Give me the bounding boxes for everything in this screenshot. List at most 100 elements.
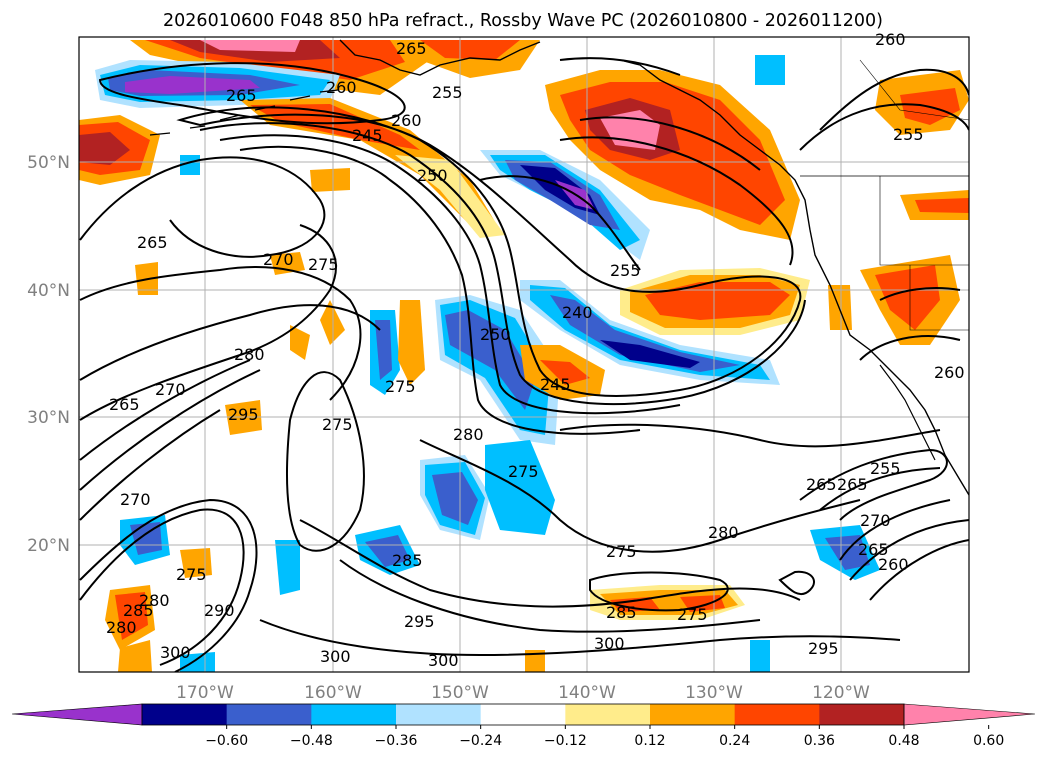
contour-label: 265: [837, 475, 868, 494]
contour-label: 275: [677, 605, 708, 624]
positive-anomaly-region: [180, 548, 212, 578]
positive-anomaly-region: [395, 155, 505, 238]
colorbar-tick-label: −0.12: [544, 733, 587, 749]
contour-line: [419, 439, 861, 553]
colorbar-ticks: −0.60 −0.48 −0.36 −0.24 −0.12 0.12 0.24 0.36 0.4…: [205, 725, 1004, 749]
contour-line: [79, 156, 326, 258]
contour-line: [559, 423, 941, 448]
colorbar-tick-label: −0.36: [375, 733, 418, 749]
contour-label: 300: [594, 634, 625, 653]
contour-line: [799, 103, 969, 151]
positive-anomaly-region: [610, 597, 660, 612]
contour-label: 300: [320, 647, 351, 666]
positive-anomaly-region: [420, 40, 520, 60]
refractivity-contours: [79, 57, 969, 672]
alaska-coastline: [339, 39, 541, 76]
contour-line: [559, 136, 794, 266]
contour-line: [778, 570, 815, 596]
contour-label: 280: [106, 618, 137, 637]
contour-line: [869, 539, 969, 601]
contour-label: 275: [308, 255, 339, 274]
contour-label: 260: [391, 111, 422, 130]
contour-line: [559, 57, 681, 76]
negative-anomaly-region: [365, 535, 410, 567]
positive-anomaly-region: [540, 360, 590, 385]
contour-label: 295: [808, 639, 839, 658]
negative-anomaly-region: [755, 55, 785, 85]
contour-line: [299, 519, 801, 608]
contour-label: 285: [606, 603, 637, 622]
positive-anomaly-region: [115, 592, 148, 640]
colorbar-extend-low: [11, 703, 143, 726]
positive-anomaly-region: [118, 640, 152, 672]
positive-anomaly-region: [645, 282, 790, 320]
contour-label: 280: [708, 523, 739, 542]
negative-anomaly-region: [750, 640, 770, 672]
contour-label: 285: [123, 601, 154, 620]
negative-anomaly-region: [600, 340, 700, 368]
colorbar-cell: [226, 704, 312, 725]
map-frame: [78, 36, 970, 673]
contour-line: [479, 175, 641, 271]
colorbar-tick-label: −0.24: [459, 733, 502, 749]
contour-label: 270: [155, 380, 186, 399]
baja-coastline: [879, 364, 936, 461]
lon-axis-labels: 170°W 160°W 150°W 140°W 130°W 120°W: [176, 683, 870, 703]
colorbar-cell: [142, 704, 228, 725]
contour-label: 270: [263, 250, 294, 269]
contour-label: 260: [934, 363, 965, 382]
colorbar-tick-label: 0.12: [634, 733, 665, 749]
colorbar-cell: [734, 704, 820, 725]
contour-label: 275: [176, 565, 207, 584]
colorbar-tick-label: −0.48: [290, 733, 333, 749]
contour-label: 300: [428, 651, 459, 670]
colorbar-cell: [819, 704, 905, 725]
contour-label: 300: [160, 643, 191, 662]
positive-anomaly-region: [875, 265, 940, 330]
contour-line: [79, 359, 251, 461]
contour-line: [79, 266, 362, 401]
contour-line: [79, 369, 261, 491]
lat-label: 20°N: [27, 536, 70, 556]
shaded-field: [79, 40, 969, 672]
contour-label: 245: [352, 126, 383, 145]
map-panel: 265 260 255 260 265 245 260 250 255 265 …: [27, 30, 970, 703]
contour-line: [79, 498, 258, 672]
contour-line: [799, 448, 948, 521]
lon-label: 120°W: [812, 683, 870, 703]
contour-label: 265: [109, 395, 140, 414]
contour-line: [849, 519, 969, 581]
positive-anomaly-region: [290, 325, 310, 360]
contour-line: [239, 145, 641, 435]
negative-anomaly-region: [180, 155, 200, 175]
contour-label: 275: [508, 462, 539, 481]
contour-labels: 265 260 255 260 265 245 260 250 255 265 …: [106, 30, 965, 670]
contour-line: [819, 68, 969, 131]
contour-label: 255: [610, 261, 641, 280]
contour-line: [579, 116, 761, 171]
positive-anomaly-region: [310, 168, 350, 192]
contour-line: [286, 371, 365, 552]
colorbar-tick-label: 0.48: [888, 733, 919, 749]
negative-anomaly-region: [530, 285, 770, 380]
negative-anomaly-region: [275, 540, 300, 595]
contour-line: [339, 559, 761, 633]
negative-anomaly-region: [485, 440, 555, 535]
contour-label: 290: [204, 601, 235, 620]
contour-line: [79, 224, 337, 421]
contour-line: [259, 619, 901, 657]
contour-label: 255: [432, 83, 463, 102]
contour-line: [879, 287, 961, 301]
contour-label: 275: [606, 542, 637, 561]
colorbar-cell: [650, 704, 736, 725]
contour-label: 265: [226, 86, 257, 105]
colorbar-tick-label: 0.60: [973, 733, 1004, 749]
contour-label: 280: [453, 425, 484, 444]
contour-label: 285: [392, 551, 423, 570]
colorbar-tick-label: −0.60: [205, 733, 248, 749]
lon-label: 150°W: [431, 683, 489, 703]
contour-line: [219, 134, 681, 415]
negative-anomaly-region: [432, 472, 478, 525]
lon-label: 160°W: [304, 683, 362, 703]
